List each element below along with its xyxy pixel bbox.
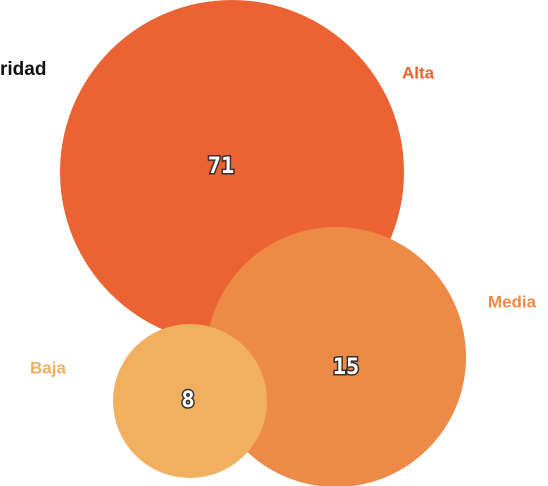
chart-title: ridad xyxy=(0,59,46,80)
bubble xyxy=(113,324,267,478)
value-label: 71 xyxy=(208,154,235,179)
bubble xyxy=(206,227,466,486)
value-label: 8 xyxy=(181,388,194,413)
category-label: Baja xyxy=(30,358,66,377)
value-label: 15 xyxy=(333,355,360,380)
category-label: Media xyxy=(488,292,537,311)
category-label: Alta xyxy=(402,63,435,82)
